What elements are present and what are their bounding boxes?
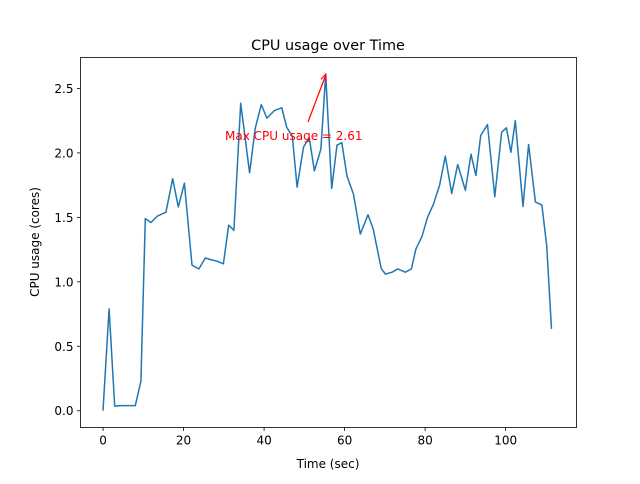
x-tick-label: 0 (99, 434, 107, 448)
y-tick-label: 0.5 (54, 340, 73, 354)
cpu-usage-line (102, 73, 553, 411)
chart-title: CPU usage over Time (251, 38, 405, 54)
y-axis-label: CPU usage (cores) (28, 187, 42, 297)
y-tick-label: 2.5 (54, 82, 73, 96)
max-cpu-annotation-label: Max CPU usage = 2.61 (225, 129, 362, 143)
annotation-arrowhead-icon (320, 72, 327, 82)
plot-area: 0 20 40 60 80 100 0.0 0.5 1.0 1.5 2.0 2.5 Max CPU us… (54, 57, 577, 448)
y-tick-label: 1.0 (54, 275, 73, 289)
annotation-arrow (307, 75, 327, 123)
x-tick-label: 60 (337, 434, 352, 448)
x-axis-label: Time (sec) (296, 457, 360, 471)
x-tick-label: 80 (417, 434, 432, 448)
y-tick-label: 1.5 (54, 211, 73, 225)
y-tick-label: 2.0 (54, 146, 73, 160)
y-tick-label: 0.0 (54, 404, 73, 418)
x-tick-label: 20 (176, 434, 191, 448)
axes-frame (80, 57, 577, 428)
x-tick-label: 100 (494, 434, 517, 448)
x-tick-label: 40 (256, 434, 271, 448)
